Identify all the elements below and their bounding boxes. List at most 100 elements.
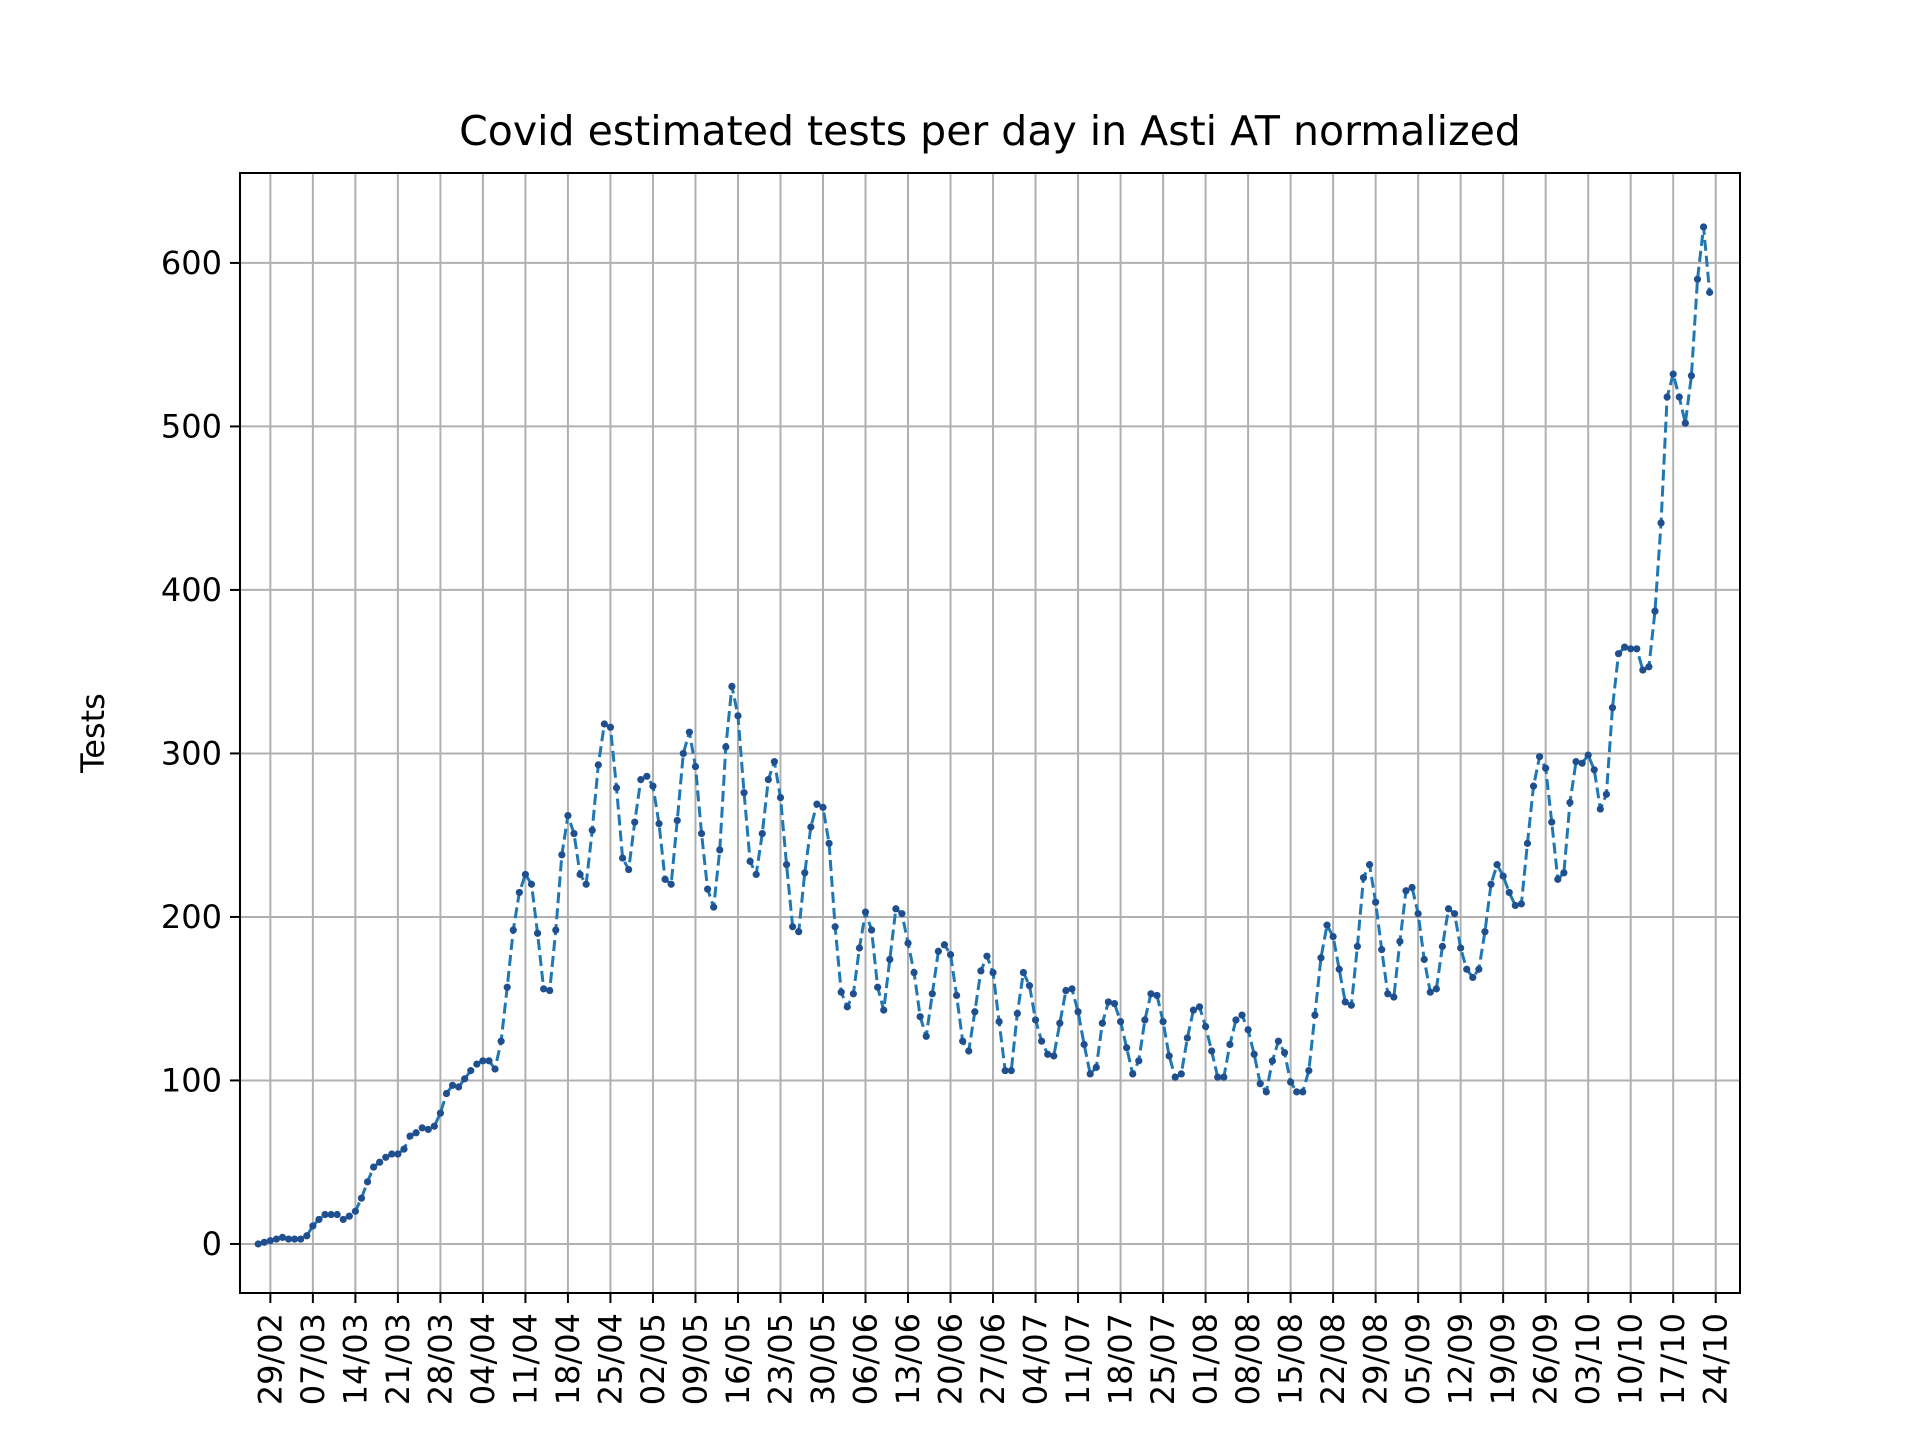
data-point xyxy=(928,990,936,998)
data-point xyxy=(1098,1019,1106,1027)
data-point xyxy=(1602,790,1610,798)
data-point xyxy=(1104,998,1113,1006)
data-point xyxy=(740,789,748,797)
data-point xyxy=(795,928,803,936)
x-tick-label: 16/05 xyxy=(719,1313,757,1405)
x-tick-label: 19/09 xyxy=(1484,1313,1522,1405)
data-point xyxy=(801,869,809,877)
data-point xyxy=(1056,1019,1064,1027)
data-point xyxy=(509,926,517,934)
data-point xyxy=(637,776,645,784)
x-tick-label: 08/08 xyxy=(1229,1313,1267,1405)
data-point xyxy=(564,811,572,820)
data-point xyxy=(1201,1022,1210,1031)
data-point xyxy=(946,950,955,959)
data-point xyxy=(1262,1088,1270,1096)
data-point xyxy=(1505,888,1513,897)
data-point xyxy=(1633,645,1641,653)
data-point xyxy=(1554,875,1562,883)
data-point xyxy=(333,1210,341,1219)
data-point xyxy=(1584,751,1592,759)
data-series xyxy=(254,223,1714,1248)
data-point xyxy=(1250,1050,1258,1058)
data-point xyxy=(1171,1073,1179,1081)
data-point xyxy=(1529,782,1538,790)
data-point xyxy=(679,749,687,758)
data-point xyxy=(1189,1006,1198,1014)
x-tick-label: 02/05 xyxy=(634,1313,672,1405)
data-point xyxy=(643,772,651,780)
data-point xyxy=(1699,223,1708,231)
data-point xyxy=(1475,965,1483,973)
data-point xyxy=(1596,805,1604,813)
x-tick-label: 06/06 xyxy=(847,1313,885,1405)
data-point xyxy=(977,967,985,975)
x-tick-label: 07/03 xyxy=(294,1313,332,1405)
data-point xyxy=(983,952,991,960)
data-point xyxy=(1092,1063,1100,1071)
x-tick-label: 22/08 xyxy=(1314,1313,1352,1405)
data-point xyxy=(291,1235,299,1243)
data-point xyxy=(558,851,566,859)
x-tick-label: 01/08 xyxy=(1187,1313,1225,1405)
data-point xyxy=(406,1132,414,1140)
data-point xyxy=(831,923,839,931)
data-point xyxy=(552,926,560,934)
data-point xyxy=(570,829,578,838)
data-point xyxy=(1135,1057,1143,1065)
data-point xyxy=(1013,1009,1021,1018)
data-point xyxy=(1232,1016,1240,1024)
data-point xyxy=(1566,798,1574,807)
data-point xyxy=(1487,880,1495,888)
data-point xyxy=(1523,839,1532,847)
data-point xyxy=(789,923,797,931)
x-tick-label: 30/05 xyxy=(804,1313,842,1405)
data-point xyxy=(588,826,596,834)
data-point xyxy=(819,803,827,811)
data-point xyxy=(1220,1073,1228,1081)
data-point xyxy=(515,888,523,897)
data-point xyxy=(1590,766,1598,774)
data-point xyxy=(1141,1016,1149,1024)
data-point xyxy=(752,870,760,879)
data-point xyxy=(971,1008,979,1016)
data-point xyxy=(1438,942,1447,950)
data-point xyxy=(448,1081,457,1089)
data-point xyxy=(1305,1067,1313,1075)
data-point xyxy=(940,941,949,949)
data-point xyxy=(1414,910,1422,918)
data-point xyxy=(485,1057,493,1065)
data-point xyxy=(1365,861,1374,869)
data-point xyxy=(886,955,894,964)
data-point xyxy=(1280,1049,1289,1057)
data-point xyxy=(442,1089,451,1098)
data-point xyxy=(697,829,706,838)
data-point xyxy=(1165,1052,1173,1060)
data-point xyxy=(594,761,602,769)
data-point xyxy=(436,1109,444,1117)
data-point xyxy=(370,1163,378,1171)
data-point xyxy=(1651,607,1659,615)
data-point xyxy=(649,782,657,790)
data-point xyxy=(272,1235,281,1243)
x-tick-label: 27/06 xyxy=(974,1313,1012,1405)
data-point xyxy=(1359,874,1368,882)
y-tick-label: 100 xyxy=(161,1061,222,1099)
data-point xyxy=(1420,955,1428,964)
data-point xyxy=(916,1013,924,1021)
data-point xyxy=(1329,932,1337,941)
data-point xyxy=(995,1017,1003,1026)
x-tick-label: 11/07 xyxy=(1059,1313,1097,1405)
data-point xyxy=(1238,1011,1246,1019)
data-point xyxy=(861,908,870,916)
data-point xyxy=(661,875,669,883)
data-point xyxy=(1177,1070,1185,1078)
grid xyxy=(240,173,1740,1293)
data-point xyxy=(691,762,700,771)
data-point xyxy=(1396,937,1404,946)
data-point xyxy=(1287,1078,1295,1086)
data-point xyxy=(673,816,681,825)
data-point xyxy=(357,1194,366,1202)
